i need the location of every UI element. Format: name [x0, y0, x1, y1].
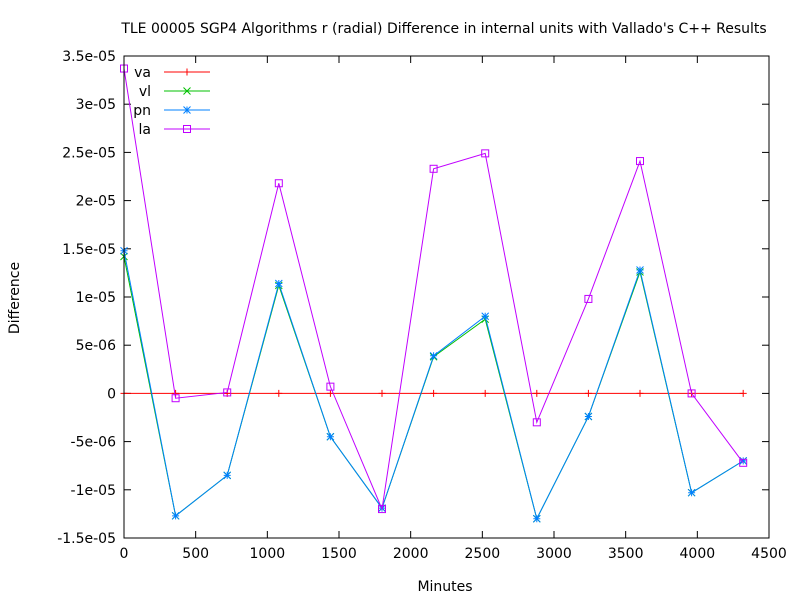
- data-point-la: [171, 394, 180, 403]
- data-point-la: [326, 382, 335, 391]
- y-tick-label: 1.5e-05: [62, 242, 116, 258]
- series-layer: [120, 64, 748, 523]
- legend-marker: [183, 87, 191, 95]
- y-tick-label: 0: [107, 386, 116, 402]
- legend-item-pn: pn: [133, 103, 210, 119]
- series-pn: [120, 246, 748, 523]
- data-point-va: [430, 389, 438, 397]
- series-line-pn: [123, 250, 744, 521]
- data-point-la: [532, 418, 541, 427]
- data-point-la: [429, 164, 438, 173]
- x-tick-label: 500: [182, 546, 209, 562]
- data-point-va: [739, 389, 747, 397]
- series-vl: [120, 252, 748, 523]
- legend: va vl pn la: [133, 65, 210, 138]
- axis-ticks: 0 500 1000 1500 2000 2500 3000 3500 4000 4500 -1.5…: [57, 49, 787, 562]
- data-point-pn: [274, 279, 283, 288]
- data-point-la: [687, 389, 696, 398]
- data-point-la: [274, 179, 283, 188]
- y-tick-label: 1e-05: [76, 290, 116, 306]
- y-tick-label: 3.5e-05: [62, 49, 116, 65]
- data-point-pn: [532, 514, 541, 523]
- legend-label: pn: [133, 103, 151, 119]
- data-point-la: [584, 294, 593, 303]
- data-point-va: [533, 389, 541, 397]
- legend-item-va: va: [134, 65, 210, 81]
- legend-item-vl: vl: [139, 84, 210, 100]
- data-point-pn: [687, 488, 696, 497]
- data-point-pn: [584, 412, 593, 421]
- series-la: [120, 64, 748, 514]
- x-tick-label: 2000: [393, 546, 429, 562]
- data-point-la: [378, 505, 386, 514]
- data-point-pn: [171, 511, 180, 520]
- x-tick-label: 4000: [680, 546, 716, 562]
- series-line-vl: [123, 256, 744, 521]
- x-tick-label: 1500: [321, 546, 357, 562]
- data-point-pn: [739, 457, 748, 465]
- legend-marker: [183, 106, 191, 114]
- x-tick-label: 2500: [465, 546, 501, 562]
- y-axis-title: Difference: [7, 262, 23, 334]
- data-point-pn: [223, 471, 232, 480]
- x-tick-label: 1000: [250, 546, 286, 562]
- data-point-la: [223, 388, 232, 397]
- data-point-pn: [636, 266, 644, 274]
- x-tick-label: 4500: [751, 546, 787, 562]
- plot-frame: [123, 55, 770, 539]
- legend-label: vl: [139, 84, 151, 100]
- legend-label: va: [134, 65, 151, 81]
- data-point-va: [636, 389, 644, 397]
- x-tick-label: 3000: [536, 546, 572, 562]
- y-tick-label: 2e-05: [76, 194, 116, 210]
- legend-item-la: la: [139, 122, 210, 138]
- y-tick-label: 5e-06: [76, 338, 116, 354]
- y-tick-label: -1e-05: [71, 483, 116, 499]
- data-point-la: [481, 149, 490, 158]
- data-point-va: [584, 389, 592, 397]
- data-point-va: [275, 389, 283, 397]
- legend-marker: [183, 125, 191, 133]
- x-axis-title: Minutes: [417, 579, 472, 595]
- y-tick-label: -1.5e-05: [57, 531, 116, 547]
- y-tick-label: -5e-06: [71, 435, 117, 451]
- data-point-pn: [326, 432, 335, 441]
- legend-marker: [183, 68, 191, 76]
- data-point-va: [481, 389, 489, 397]
- data-point-pn: [481, 312, 490, 321]
- y-tick-label: 3e-05: [76, 97, 116, 113]
- legend-label: la: [139, 122, 151, 138]
- data-point-la: [739, 458, 748, 467]
- chart-title: TLE 00005 SGP4 Algorithms r (radial) Dif…: [120, 21, 766, 37]
- data-point-pn: [429, 351, 438, 360]
- x-tick-label: 0: [120, 546, 129, 562]
- data-point-la: [636, 157, 644, 166]
- x-tick-label: 3500: [608, 546, 644, 562]
- data-point-va: [378, 389, 386, 397]
- series-line-la: [123, 68, 744, 511]
- y-tick-label: 2.5e-05: [62, 145, 116, 161]
